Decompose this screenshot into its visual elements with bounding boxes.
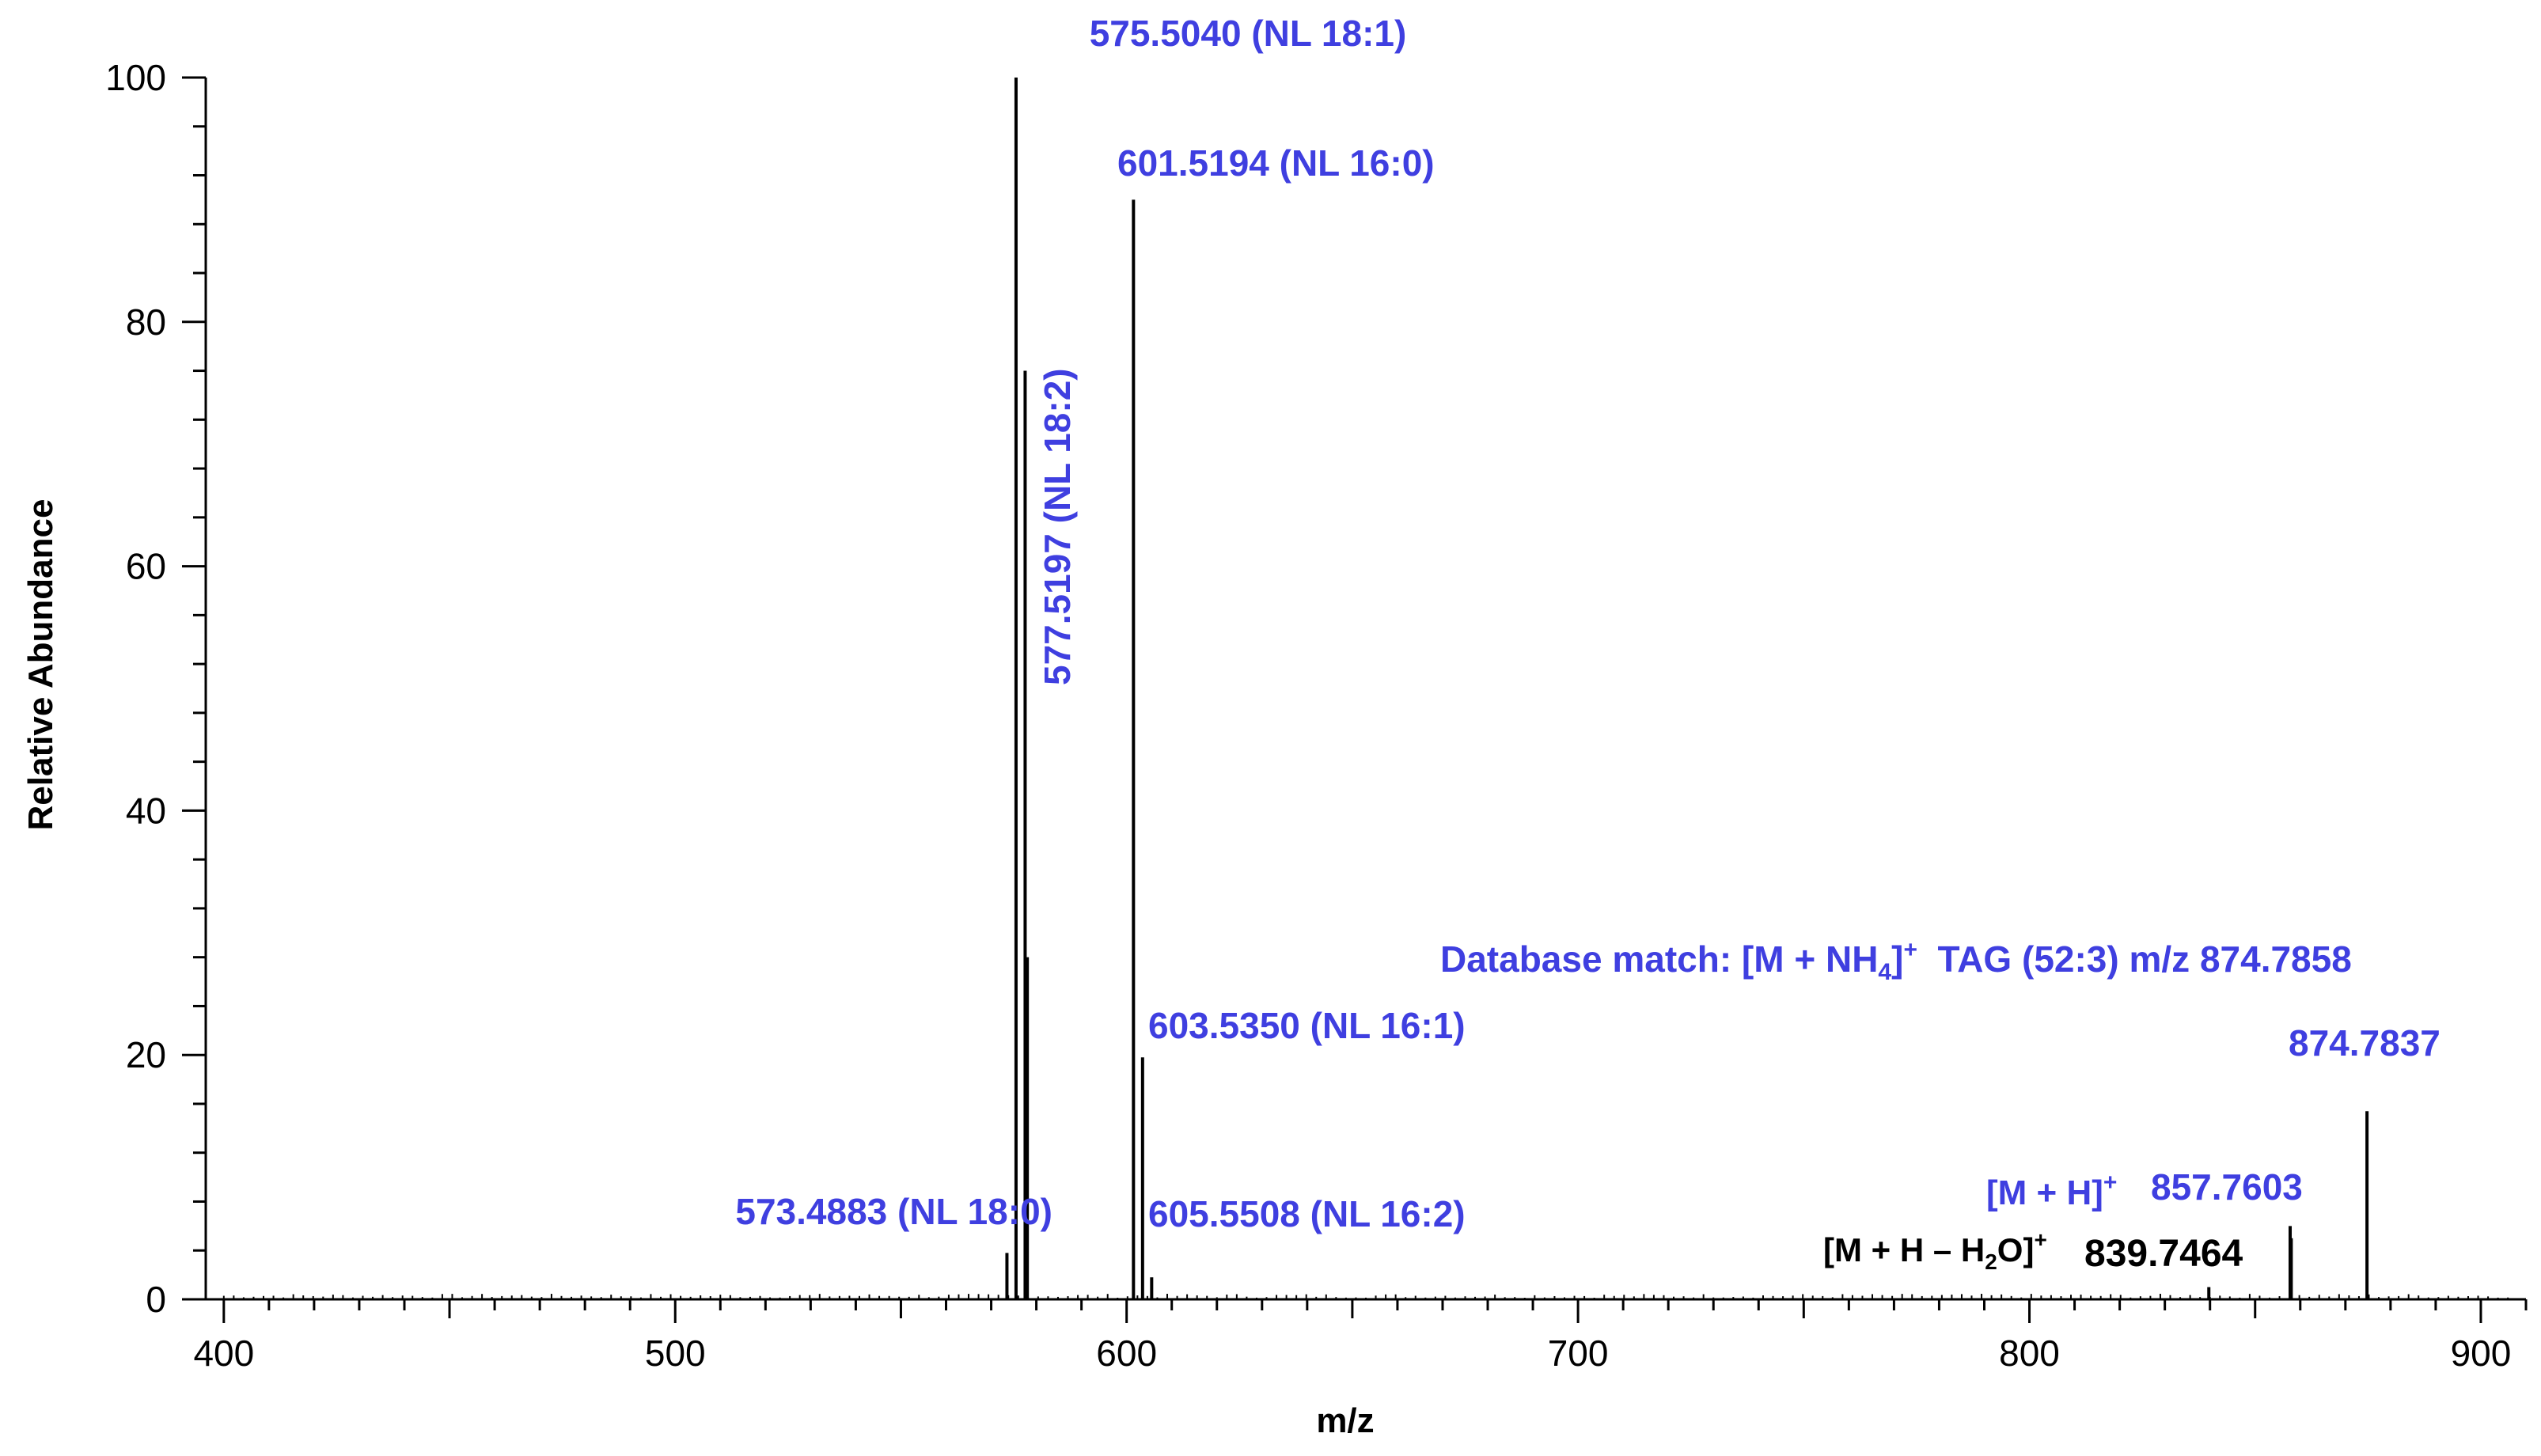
x-axis-label: m/z <box>1316 1401 1374 1440</box>
mh-text: [M + H] <box>1986 1174 2103 1212</box>
annotation-601: 601.5194 (NL 16:0) <box>1117 142 1435 184</box>
y-axis-label: Relative Abundance <box>21 499 60 831</box>
peak-annotations: 575.5040 (NL 18:1) 601.5194 (NL 16:0) 57… <box>735 13 2440 1275</box>
x-ticks: 400 500 600 700 800 900 <box>193 1299 2528 1374</box>
x-tick-label: 800 <box>1999 1333 2060 1374</box>
axes <box>204 78 2526 1301</box>
x-tick-label: 400 <box>193 1333 254 1374</box>
mhh2o-text-b: O] <box>1997 1231 2035 1268</box>
mhh2o-subscript: 2 <box>1985 1249 1997 1274</box>
x-tick-label: 600 <box>1096 1333 1157 1374</box>
annotation-605: 605.5508 (NL 16:2) <box>1148 1193 1466 1234</box>
y-tick-label: 80 <box>126 301 166 343</box>
annotation-839: 839.7464 <box>2084 1233 2243 1275</box>
db-subscript: 4 <box>1878 959 1891 985</box>
mhh2o-text-a: [M + H – H <box>1823 1231 1985 1268</box>
annotation-603: 603.5350 (NL 16:1) <box>1148 1005 1466 1046</box>
annotation-573: 573.4883 (NL 18:0) <box>735 1191 1052 1232</box>
annotation-874: 874.7837 <box>2289 1022 2440 1064</box>
annotation-mh: [M + H]+ <box>1986 1170 2117 1212</box>
y-tick-label: 100 <box>105 57 166 98</box>
db-superscript: + <box>1903 937 1917 963</box>
x-tick-label: 500 <box>645 1333 706 1374</box>
mhh2o-superscript: + <box>2034 1227 2046 1252</box>
y-tick-label: 40 <box>126 790 166 831</box>
y-tick-label: 20 <box>126 1034 166 1075</box>
db-text-a: Database match: [M + NH <box>1440 938 1878 980</box>
baseline-noise <box>222 1294 2509 1299</box>
annotation-mh-h2o: [M + H – H2O]+ <box>1823 1227 2047 1274</box>
x-tick-label: 900 <box>2451 1333 2512 1374</box>
db-text-b: ] <box>1891 938 1903 980</box>
y-tick-label: 0 <box>146 1279 166 1320</box>
annotation-575: 575.5040 (NL 18:1) <box>1090 13 1407 54</box>
y-tick-label: 60 <box>126 546 166 587</box>
db-text-c: TAG (52:3) m/z 874.7858 <box>1917 938 2352 980</box>
annotation-database-match: Database match: [M + NH4]+ TAG (52:3) m/… <box>1440 937 2352 985</box>
x-tick-label: 700 <box>1548 1333 1609 1374</box>
y-ticks: 0 20 40 60 80 100 <box>105 57 206 1320</box>
annotation-577: 577.5197 (NL 18:2) <box>1037 368 1078 685</box>
peaks <box>1005 78 2369 1299</box>
annotation-857: 857.7603 <box>2151 1166 2303 1208</box>
mh-superscript: + <box>2103 1170 2118 1196</box>
